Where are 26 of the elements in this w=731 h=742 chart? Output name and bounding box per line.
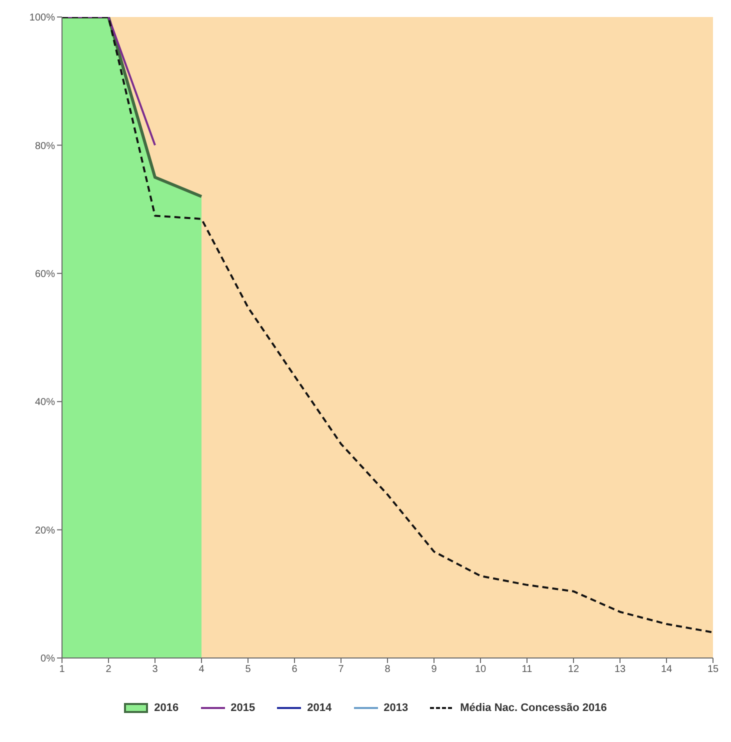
- legend-label: 2015: [230, 702, 256, 714]
- y-tick-label: 100%: [29, 12, 56, 24]
- x-tick-label: 11: [522, 664, 533, 676]
- x-tick-label: 4: [198, 664, 205, 676]
- legend-label: 2014: [307, 702, 332, 714]
- x-tick-label: 3: [152, 664, 158, 676]
- x-tick-label: 13: [614, 664, 626, 676]
- x-tick-label: 10: [474, 664, 486, 676]
- x-tick-label: 9: [431, 664, 438, 676]
- x-tick-label: 12: [568, 664, 580, 676]
- x-tick-label: 15: [707, 664, 719, 676]
- y-tick-label: 0%: [40, 654, 56, 665]
- x-tick-label: 1: [59, 664, 66, 676]
- x-tick-label: 7: [338, 664, 344, 676]
- y-tick-label: 80%: [34, 140, 56, 152]
- legend-label: 2016: [154, 702, 179, 714]
- x-tick-label: 2: [106, 664, 112, 676]
- x-tick-label: 14: [660, 664, 672, 676]
- y-tick-label: 40%: [34, 397, 56, 408]
- y-tick-label: 20%: [34, 525, 56, 536]
- legend-label: 2013: [384, 702, 408, 714]
- legend-label: Média Nac. Concessão 2016: [460, 702, 607, 714]
- x-tick-label: 6: [292, 664, 298, 676]
- x-tick-label: 8: [384, 664, 391, 676]
- y-tick-label: 60%: [34, 268, 56, 280]
- x-tick-label: 5: [245, 664, 252, 676]
